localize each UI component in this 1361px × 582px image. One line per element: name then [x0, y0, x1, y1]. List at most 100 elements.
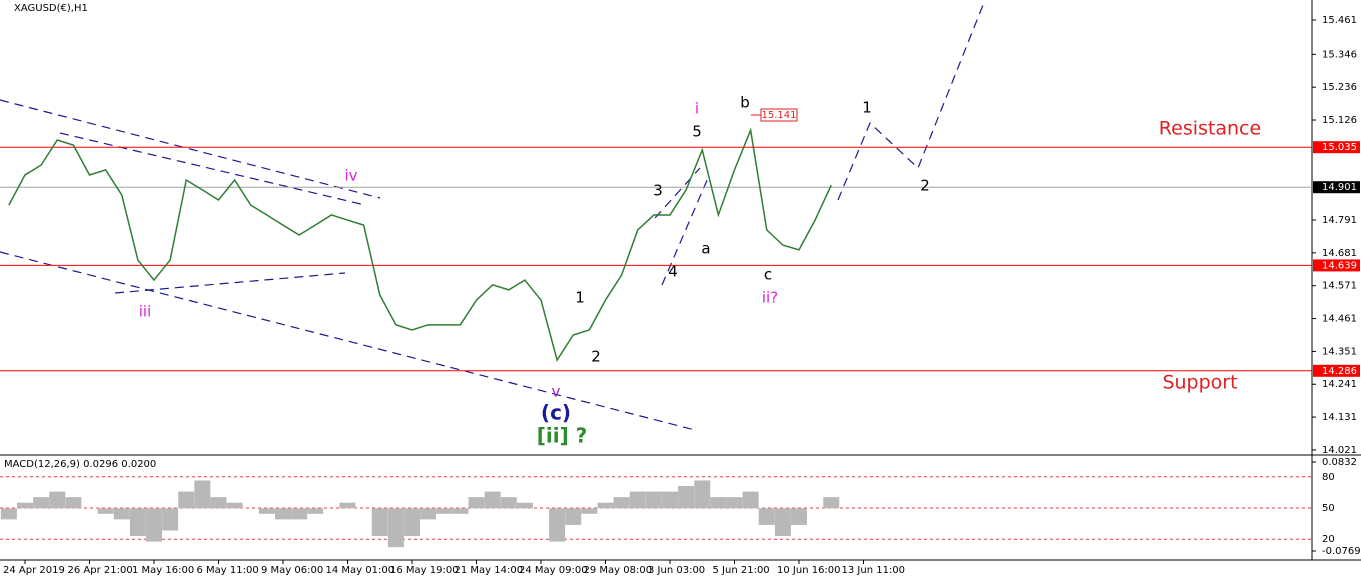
x-tick-label: 13 Jun 11:00 [842, 565, 906, 576]
macd-bar [484, 491, 501, 509]
macd-bar [339, 502, 356, 509]
y-tick-label: 14.571 [1322, 281, 1357, 292]
wave-label: 2 [920, 177, 930, 195]
x-tick-label: 9 May 06:00 [261, 565, 323, 576]
macd-bar [113, 508, 130, 520]
macd-bar [774, 508, 791, 537]
macd-bar [645, 491, 662, 509]
wave-label: c [764, 266, 772, 284]
macd-bar [129, 508, 146, 537]
wave-label: iii [139, 303, 152, 321]
wave-label: 1 [575, 289, 585, 307]
wave-label: iv [344, 167, 357, 185]
wave-label: 3 [653, 182, 663, 200]
macd-bar [17, 502, 33, 509]
macd-bar [823, 497, 840, 509]
wave-label: ii? [762, 289, 778, 307]
y-tick-label: 0.0832 [1322, 457, 1357, 468]
macd-bar [33, 497, 50, 509]
y-tick-label: 15.346 [1322, 49, 1357, 60]
wave-label: b [740, 94, 750, 112]
macd-bar [662, 491, 678, 509]
macd-bar [710, 497, 727, 509]
macd-bar [468, 497, 485, 509]
macd-bar [258, 508, 275, 514]
wave-label: v [552, 383, 561, 401]
wave-label: a [701, 240, 710, 258]
macd-bar [500, 497, 517, 509]
macd-label: MACD(12,26,9) 0.0296 0.0200 [4, 459, 156, 470]
macd-bar [210, 497, 227, 509]
macd-bar [516, 502, 533, 509]
level-box [1313, 364, 1360, 377]
x-tick-label: 1 May 16:00 [132, 565, 194, 576]
y-tick-label: 14.241 [1322, 379, 1357, 390]
y-tick-label: 14.461 [1322, 314, 1357, 325]
y-tick-label: 14.131 [1322, 412, 1357, 423]
y2-tick-label: 80 [1322, 472, 1335, 483]
macd-bar [549, 508, 566, 542]
macd-bar [146, 508, 162, 542]
x-tick-label: 29 May 08:00 [584, 565, 653, 576]
macd-bar [65, 497, 82, 509]
y-tick-label: 14.791 [1322, 215, 1357, 226]
level-box [1313, 181, 1360, 194]
macd-bar [678, 486, 695, 509]
macd-bar [226, 502, 243, 509]
x-tick-label: 6 May 11:00 [197, 565, 259, 576]
wave-label: (c) [541, 401, 571, 425]
macd-bar [178, 491, 195, 509]
y-tick-label: 15.126 [1322, 115, 1357, 126]
x-tick-label: 24 Apr 2019 [3, 565, 65, 576]
y2-tick-label: 20 [1322, 534, 1335, 545]
x-tick-label: 5 Jun 21:00 [713, 565, 770, 576]
y-tick-label: 15.236 [1322, 82, 1357, 93]
x-tick-label: 26 Apr 21:00 [68, 565, 133, 576]
price-line [8, 127, 832, 362]
macd-bar [436, 508, 453, 514]
wave-label: Resistance [1159, 118, 1261, 140]
y2-tick-label: 50 [1322, 503, 1335, 514]
macd-bar [162, 508, 179, 531]
level-box [1313, 259, 1360, 272]
trend-lines [0, 0, 986, 431]
level-label: 14.901 [1322, 182, 1357, 193]
macd-bar [452, 508, 469, 514]
wave-label: i [695, 100, 699, 118]
macd-bar [371, 508, 388, 537]
wave-label: 5 [692, 123, 702, 141]
level-box [1313, 141, 1360, 154]
y-tick-label: -0.0769 [1322, 546, 1361, 557]
macd-bar [613, 497, 630, 509]
chart-title: XAGUSD(€),H1 [14, 3, 88, 14]
macd-bar [194, 480, 211, 509]
macd-bar [275, 508, 291, 520]
macd-bar [694, 480, 711, 509]
x-tick-label: 24 May 09:00 [519, 565, 588, 576]
macd-bar [97, 508, 114, 514]
macd-bar [420, 508, 437, 520]
macd-bar [49, 491, 66, 509]
macd-bar [726, 497, 743, 509]
x-tick-label: 14 May 01:00 [326, 565, 395, 576]
wave-label: [ii] ? [537, 424, 588, 448]
macd-bar [597, 502, 614, 509]
x-tick-label: 21 May 14:00 [455, 565, 524, 576]
macd-bar [387, 508, 404, 548]
x-tick-label: 3 Jun 03:00 [648, 565, 705, 576]
macd-bar [0, 508, 17, 520]
wave-label: 4 [668, 263, 678, 281]
macd-bar [565, 508, 582, 525]
macd-bar [307, 508, 324, 514]
x-tick-label: 10 Jun 16:00 [777, 565, 841, 576]
y-tick-label: 15.461 [1322, 15, 1357, 26]
wave-label: 2 [591, 348, 601, 366]
y-tick-label: 14.351 [1322, 346, 1357, 357]
macd-bar [291, 508, 308, 520]
macd-bar [581, 508, 598, 514]
wave-label: Support [1162, 372, 1237, 394]
wave-label: 1 [862, 99, 872, 117]
macd-bar [758, 508, 775, 525]
y-tick-label: 14.681 [1322, 248, 1357, 259]
